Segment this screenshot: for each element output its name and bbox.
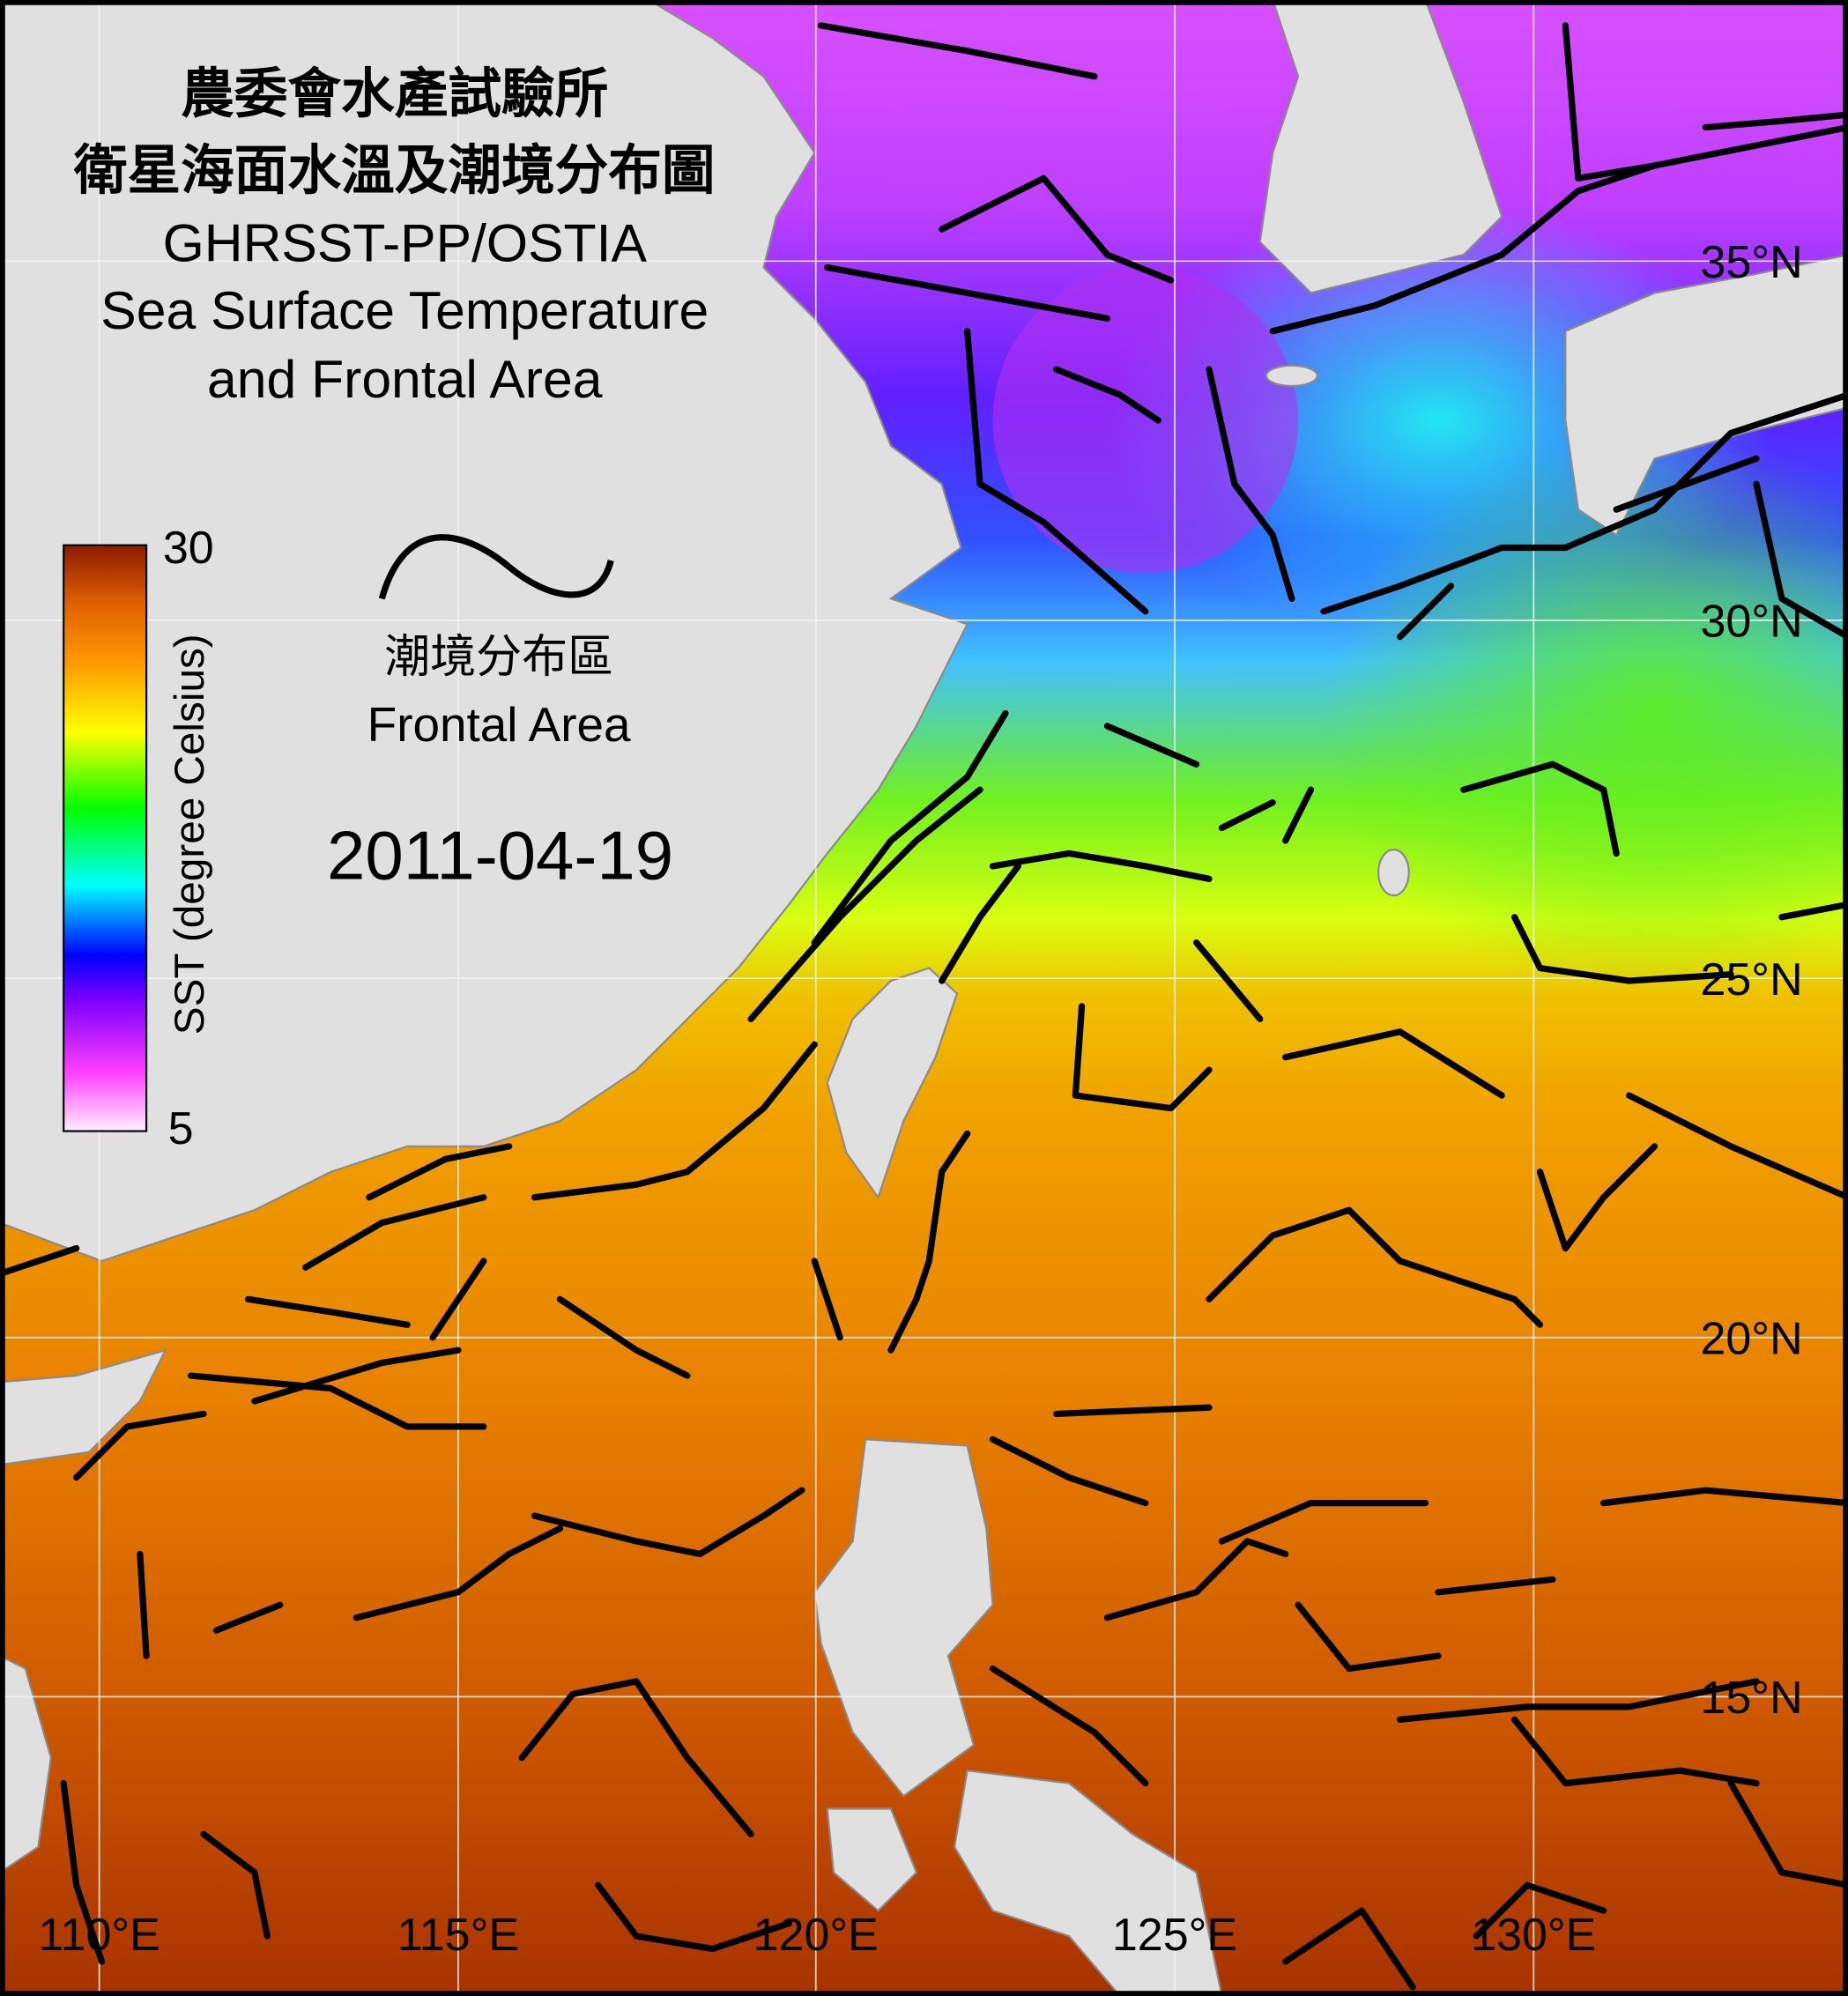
lat-label: 15°N — [1700, 1673, 1802, 1724]
lon-label: 120°E — [753, 1910, 879, 1961]
frontal-line-icon — [378, 534, 614, 600]
lon-label: 125°E — [1112, 1910, 1237, 1961]
colorbar-title: SST (degree Celsius) — [167, 634, 213, 1035]
title-english-1: Sea Surface Temperature — [100, 280, 709, 340]
title-english-2: and Frontal Area — [207, 349, 603, 409]
lon-label: 110°E — [38, 1910, 160, 1961]
land-china — [0, 0, 969, 1263]
land-luzon — [813, 1438, 994, 1798]
frontal-lines — [0, 22, 1848, 1991]
land-japan — [1564, 253, 1848, 537]
lat-label: 35°N — [1700, 237, 1802, 288]
frontal-legend: 潮境分布區 Frontal Area — [367, 534, 631, 752]
colorbar: 30 5 SST (degree Celsius) — [63, 523, 214, 1154]
colorbar-min-label: 5 — [168, 1103, 194, 1154]
colorbar-ramp — [63, 544, 148, 1132]
land-indochina — [0, 1654, 52, 1874]
lon-label: 130°E — [1471, 1910, 1596, 1961]
title-dataset: GHRSST-PP/OSTIA — [163, 212, 648, 272]
magenta-water-mass — [992, 267, 1299, 574]
frontal-label-zh: 潮境分布區 — [384, 632, 613, 683]
lat-label: 30°N — [1700, 597, 1802, 648]
green-water-mass — [1324, 433, 1848, 994]
map-title: 農委會水產試驗所 衛星海面水溫及潮境分布圖 GHRSST-PP/OSTIA Se… — [73, 63, 716, 409]
land-taiwan — [826, 967, 959, 1200]
longitude-labels: 110°E 115°E 120°E 125°E 130°E — [38, 1910, 1596, 1961]
lon-label: 115°E — [397, 1910, 519, 1961]
frontal-label-en: Frontal Area — [367, 697, 631, 752]
lat-label: 20°N — [1700, 1313, 1802, 1364]
lat-label: 25°N — [1700, 954, 1802, 1005]
latitude-labels: 35°N 30°N 25°N 20°N 15°N — [1700, 237, 1802, 1724]
land-leizhou — [0, 1348, 167, 1466]
island-ryukyu — [1377, 849, 1410, 897]
land-korea — [1258, 0, 1503, 294]
colorbar-max-label: 30 — [163, 523, 214, 574]
title-institute: 農委會水產試驗所 — [181, 63, 608, 125]
land-visayas — [954, 1769, 1223, 1996]
island-jeju — [1265, 364, 1318, 388]
land-mindoro — [826, 1807, 918, 1912]
title-chart-name: 衛星海面水溫及潮境分布圖 — [73, 140, 716, 202]
map-date: 2011-04-19 — [327, 816, 673, 894]
